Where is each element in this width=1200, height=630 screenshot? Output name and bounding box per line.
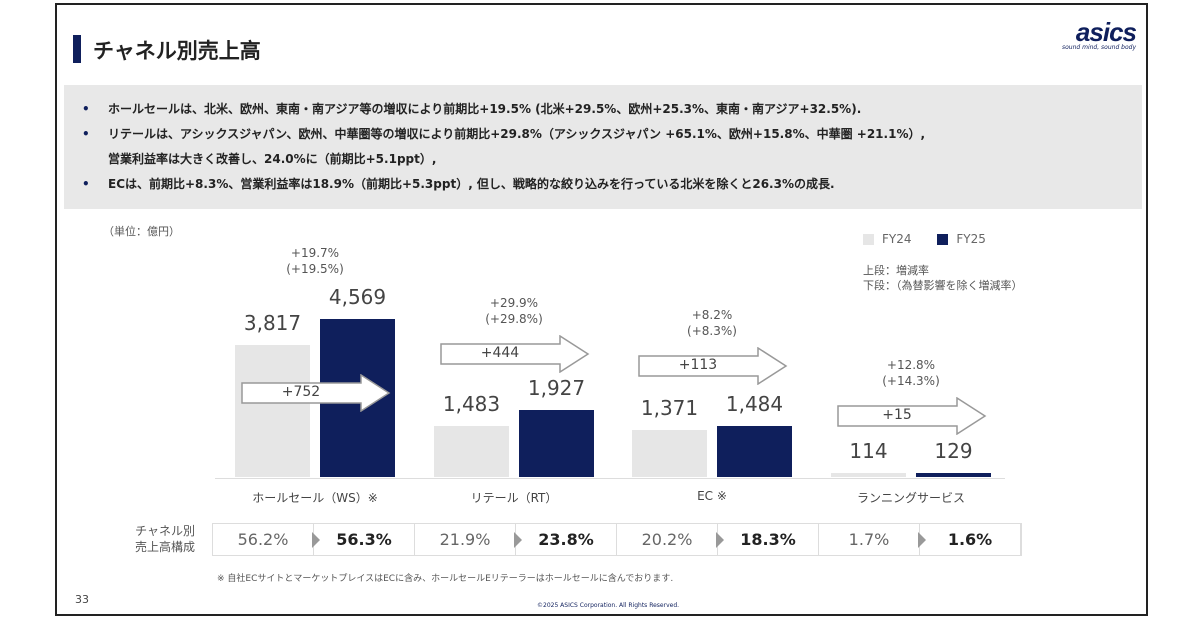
growth-label: +29.9% xyxy=(489,296,539,310)
legend-note-line: 上段：増減率 xyxy=(863,264,929,277)
value-label: 1,371 xyxy=(640,395,699,420)
category-label: ランニングサービス xyxy=(856,491,965,505)
growth-fx-label: (+14.3%) xyxy=(882,374,940,388)
logo-tagline: sound mind, sound body xyxy=(1061,44,1136,51)
copyright: ©2025 ASICS Corporation. All Rights Rese… xyxy=(537,602,680,609)
diff-label: +113 xyxy=(678,357,718,373)
category-label: ホールセール（WS）※ xyxy=(252,491,378,505)
bar-chart: 3,817 4,569 +19.7% (+19.5%) +752 ホールセール（WS）※ 1… xyxy=(57,5,1150,618)
diff-arrow: +444 xyxy=(440,334,590,374)
value-label: 3,817 xyxy=(243,311,302,335)
bar-fy25 xyxy=(916,472,991,477)
value-label: 114 xyxy=(849,439,888,464)
share-cell-fy24: 20.2% xyxy=(617,524,718,555)
triangle-icon xyxy=(918,532,926,548)
bar-fy24 xyxy=(235,345,310,477)
legend: FY24 FY25 xyxy=(863,232,1008,248)
diff-label: +15 xyxy=(882,407,912,423)
slide: チャネル別売上高 asics sound mind, sound body ホー… xyxy=(55,3,1148,616)
share-label-line: 売上高構成 xyxy=(134,540,195,554)
share-value: 18.3% xyxy=(740,530,796,549)
legend-label: FY24 xyxy=(882,232,912,246)
share-cell-fy24: 1.7% xyxy=(819,524,920,555)
legend-fy24: FY24 xyxy=(863,232,912,246)
share-table: 56.2% 56.3% 21.9% 23.8% 20.2% 18.3% 1.7% 1.6% xyxy=(212,523,1022,556)
legend-note-line: 下段：（為替影響を除く増減率） xyxy=(863,279,1023,292)
diff-label: +752 xyxy=(281,384,321,400)
diff-arrow: +752 xyxy=(241,373,391,413)
share-cell-fy24: 56.2% xyxy=(213,524,314,555)
asics-logo: asics sound mind, sound body xyxy=(1061,17,1137,51)
bar-fy24 xyxy=(831,473,906,477)
legend-note: 上段：増減率 下段：（為替影響を除く増減率） xyxy=(863,263,1023,293)
value-label: 4,569 xyxy=(328,285,387,309)
footnote: ※ 自社ECサイトとマーケットプレイスはECに含み、ホールセールEリテーラーはホ… xyxy=(217,574,674,584)
bar-fy24 xyxy=(632,429,707,477)
triangle-icon xyxy=(312,532,320,548)
value-label: 1,483 xyxy=(442,391,501,416)
share-cell-fy25: 18.3% xyxy=(716,524,819,555)
unit-label: （単位：億円） xyxy=(103,225,180,238)
x-axis xyxy=(215,478,1005,479)
share-cell-fy25: 1.6% xyxy=(918,524,1021,555)
arrow-shape xyxy=(440,334,590,374)
value-label: 1,927 xyxy=(527,376,586,401)
bar-fy25 xyxy=(717,425,792,477)
share-cell-fy25: 56.3% xyxy=(312,524,415,555)
summary-item-continued: 営業利益率は大きく改善し、24.0%に（前期比+5.1ppt）, xyxy=(108,152,437,166)
share-label: チャネル別 売上高構成 xyxy=(115,523,195,555)
bar-fy25 xyxy=(519,410,594,477)
arrow-shape xyxy=(241,373,391,413)
category-label: リテール（RT） xyxy=(470,491,558,505)
logo-word: asics xyxy=(1075,17,1137,47)
summary-item: ホールセールは、北米、欧州、東南・南アジア等の増収により前期比+19.5% (北… xyxy=(82,97,1142,122)
growth-label: +12.8% xyxy=(886,358,936,372)
share-value: 23.8% xyxy=(538,530,594,549)
title-accent-bar xyxy=(73,35,81,63)
share-cell-fy25: 23.8% xyxy=(514,524,617,555)
share-value: 1.6% xyxy=(947,530,993,549)
summary-item: リテールは、アシックスジャパン、欧州、中華圏等の増収により前期比+29.8%（ア… xyxy=(82,122,1142,147)
legend-swatch xyxy=(937,233,949,245)
growth-fx-label: (+29.8%) xyxy=(485,312,543,326)
category-label: EC ※ xyxy=(697,489,727,503)
diff-label: +444 xyxy=(480,345,520,361)
triangle-icon xyxy=(514,532,522,548)
diff-arrow: +15 xyxy=(837,396,987,436)
share-label-line: チャネル別 xyxy=(135,524,195,538)
legend-swatch xyxy=(863,233,874,245)
share-cell-fy24: 21.9% xyxy=(415,524,516,555)
page-title: チャネル別売上高 xyxy=(93,39,261,63)
growth-fx-label: (+19.5%) xyxy=(286,262,344,276)
share-value: 56.3% xyxy=(336,530,392,549)
page-number: 33 xyxy=(75,593,89,606)
summary-box: ホールセールは、北米、欧州、東南・南アジア等の増収により前期比+19.5% (北… xyxy=(64,85,1142,209)
value-label: 1,484 xyxy=(725,391,784,416)
diff-arrow: +113 xyxy=(638,346,788,386)
legend-label: FY25 xyxy=(956,232,986,246)
value-label: 129 xyxy=(934,438,973,463)
growth-label: +19.7% xyxy=(290,246,340,260)
triangle-icon xyxy=(716,532,724,548)
summary-item: ECは、前期比+8.3%、営業利益率は18.9%（前期比+5.3ppt）, 但し… xyxy=(82,172,1142,197)
legend-fy25: FY25 xyxy=(937,232,986,246)
arrow-shape xyxy=(638,346,788,386)
growth-fx-label: (+8.3%) xyxy=(687,324,737,338)
bar-fy24 xyxy=(434,425,509,477)
growth-label: +8.2% xyxy=(691,308,733,322)
arrow-shape xyxy=(837,396,987,436)
